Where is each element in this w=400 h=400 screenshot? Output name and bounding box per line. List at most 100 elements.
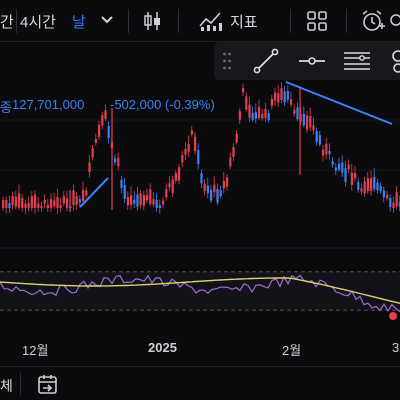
candle-body xyxy=(14,196,17,207)
candle-body xyxy=(357,181,360,190)
candle-body xyxy=(123,185,126,199)
alarm-label-fragment xyxy=(390,14,400,30)
chevron-down-icon[interactable] xyxy=(100,14,114,26)
candle-body xyxy=(126,197,129,206)
candle-body xyxy=(210,190,213,201)
candle-body xyxy=(347,164,350,170)
candle-body xyxy=(43,200,46,204)
candle-body xyxy=(296,107,299,120)
top-toolbar: 간 4시간 날 지표 xyxy=(0,0,400,42)
candle-body xyxy=(171,179,174,194)
candle-body xyxy=(242,88,245,93)
candle-body xyxy=(293,109,296,114)
range-label: 날 xyxy=(72,14,86,31)
chart-grid xyxy=(0,119,400,249)
toolbar-divider xyxy=(290,9,291,33)
candle-body xyxy=(382,190,385,198)
rsi-line xyxy=(0,274,400,313)
toolbar-divider xyxy=(346,9,347,33)
candle-body xyxy=(149,189,152,204)
drag-handle-icon[interactable] xyxy=(222,51,232,76)
candle-body xyxy=(398,202,400,207)
toolbar-divider xyxy=(128,9,129,33)
candle-body xyxy=(184,148,187,155)
candle-body xyxy=(101,115,104,126)
candlestick-icon[interactable] xyxy=(142,10,164,32)
trendlines xyxy=(79,81,393,208)
candle-body xyxy=(46,204,49,208)
candle-body xyxy=(389,197,392,208)
toolbar-divider xyxy=(20,373,21,395)
candle-body xyxy=(341,162,344,173)
candle-body xyxy=(312,125,315,131)
bottom-fragment-text: 체 xyxy=(0,378,13,394)
candle-body xyxy=(261,114,264,119)
bottom-toolbar: 체 xyxy=(0,366,400,400)
candle-body xyxy=(392,202,395,208)
candle-body xyxy=(155,199,158,208)
candle-body xyxy=(82,189,85,201)
candle-body xyxy=(235,133,238,143)
candle-body xyxy=(11,196,14,205)
candle-body xyxy=(373,176,376,190)
rsi-panel xyxy=(0,271,400,320)
candle-body xyxy=(277,93,280,103)
candle-body xyxy=(286,90,289,100)
candle-body xyxy=(34,194,37,208)
toolbar-divider xyxy=(16,9,17,33)
interval-selector[interactable]: 4시간 xyxy=(20,11,56,32)
candle-body xyxy=(213,184,216,193)
candle-body xyxy=(270,98,273,106)
candle-body xyxy=(338,163,341,170)
candle-body xyxy=(117,157,120,167)
parallel-channel-tool-icon[interactable] xyxy=(342,47,372,80)
rsi-oversold-marker xyxy=(389,312,397,320)
candle-body xyxy=(50,199,53,208)
candle-body xyxy=(366,178,369,192)
indicator-chart-icon[interactable] xyxy=(198,10,224,32)
candle-body xyxy=(290,99,293,105)
candle-body xyxy=(229,157,232,167)
candle-body xyxy=(59,204,62,208)
candle-body xyxy=(190,130,193,135)
candle-body xyxy=(264,108,267,118)
candle-body xyxy=(168,183,171,188)
candle-body xyxy=(53,200,56,207)
candle-body xyxy=(104,110,107,119)
candle-body xyxy=(94,138,97,143)
alarm-add-icon[interactable] xyxy=(360,9,386,33)
candle-body xyxy=(37,203,40,208)
candle-body xyxy=(114,158,117,163)
candle-body xyxy=(245,96,248,110)
candle-body xyxy=(98,124,101,138)
price-chart[interactable] xyxy=(0,42,400,382)
node-tool-icon[interactable] xyxy=(388,48,400,79)
grid-layout-icon[interactable] xyxy=(306,10,328,32)
candle-body xyxy=(66,198,69,208)
support-trendline xyxy=(79,177,109,208)
indicator-button[interactable]: 지표 xyxy=(230,11,258,32)
calendar-arrow-icon[interactable] xyxy=(36,373,60,400)
candle-body xyxy=(152,199,155,205)
interval-label: 4시간 xyxy=(20,14,56,31)
candle-body xyxy=(216,189,219,203)
candle-body xyxy=(40,206,43,208)
toolbar-fragment-left[interactable]: 간 xyxy=(0,11,14,32)
candle-body xyxy=(238,111,241,120)
range-selector[interactable]: 날 xyxy=(72,11,86,32)
candle-body xyxy=(165,189,168,198)
candle-body xyxy=(139,193,142,206)
candle-body xyxy=(133,199,136,204)
trendline-tool-icon[interactable] xyxy=(252,47,280,80)
candle-body xyxy=(2,200,5,208)
candle-body xyxy=(354,173,357,179)
toolbar-divider xyxy=(178,9,179,33)
candle-body xyxy=(306,115,309,130)
candle-body xyxy=(75,196,78,205)
candle-body xyxy=(197,150,200,165)
rsi-signal-line xyxy=(0,277,400,304)
horizontal-line-tool-icon[interactable] xyxy=(298,47,326,80)
candle-body xyxy=(222,181,225,189)
candle-body xyxy=(280,88,283,101)
candle-body xyxy=(146,194,149,201)
